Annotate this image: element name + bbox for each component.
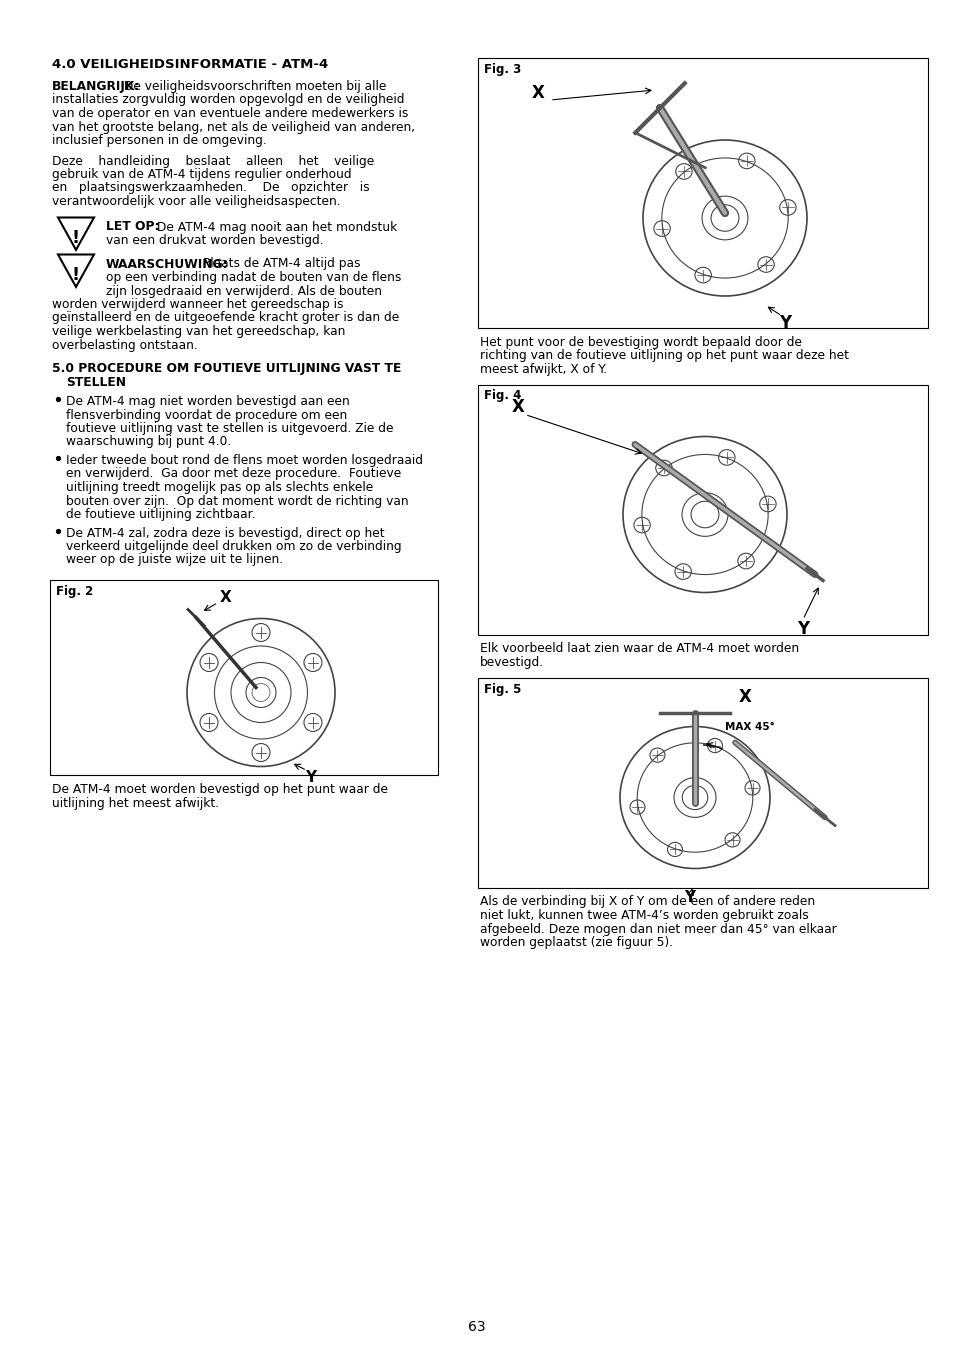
Text: Deze    handleiding    beslaat    alleen    het    veilige: Deze handleiding beslaat alleen het veil… xyxy=(52,154,374,167)
Text: Ieder tweede bout rond de flens moet worden losgedraaid: Ieder tweede bout rond de flens moet wor… xyxy=(66,454,422,467)
Text: uitlijning het meest afwijkt.: uitlijning het meest afwijkt. xyxy=(52,796,219,810)
Text: geïnstalleerd en de uitgeoefende kracht groter is dan de: geïnstalleerd en de uitgeoefende kracht … xyxy=(52,312,399,324)
Text: Y: Y xyxy=(683,890,695,905)
Text: Y: Y xyxy=(305,769,316,784)
Text: inclusief personen in de omgeving.: inclusief personen in de omgeving. xyxy=(52,134,267,147)
Text: weer op de juiste wijze uit te lijnen.: weer op de juiste wijze uit te lijnen. xyxy=(66,554,283,567)
Text: 63: 63 xyxy=(468,1320,485,1334)
Text: De ATM-4 zal, zodra deze is bevestigd, direct op het: De ATM-4 zal, zodra deze is bevestigd, d… xyxy=(66,526,384,540)
Text: worden verwijderd wanneer het gereedschap is: worden verwijderd wanneer het gereedscha… xyxy=(52,298,343,311)
Text: bouten over zijn.  Op dat moment wordt de richting van: bouten over zijn. Op dat moment wordt de… xyxy=(66,494,408,508)
Text: op een verbinding nadat de bouten van de flens: op een verbinding nadat de bouten van de… xyxy=(106,271,401,284)
Text: Elk voorbeeld laat zien waar de ATM-4 moet worden: Elk voorbeeld laat zien waar de ATM-4 mo… xyxy=(479,643,799,656)
Text: !: ! xyxy=(71,266,80,283)
Text: De veiligheidsvoorschriften moeten bij alle: De veiligheidsvoorschriften moeten bij a… xyxy=(120,80,386,93)
Bar xyxy=(477,58,927,328)
Text: overbelasting ontstaan.: overbelasting ontstaan. xyxy=(52,339,197,351)
Text: van de operator en van eventuele andere medewerkers is: van de operator en van eventuele andere … xyxy=(52,107,408,120)
Text: De ATM-4 moet worden bevestigd op het punt waar de: De ATM-4 moet worden bevestigd op het pu… xyxy=(52,783,388,796)
Text: Fig. 5: Fig. 5 xyxy=(483,683,521,695)
Text: niet lukt, kunnen twee ATM-4’s worden gebruikt zoals: niet lukt, kunnen twee ATM-4’s worden ge… xyxy=(479,909,808,922)
Text: Als de verbinding bij X of Y om de een of andere reden: Als de verbinding bij X of Y om de een o… xyxy=(479,895,814,909)
Text: bevestigd.: bevestigd. xyxy=(479,656,543,670)
Text: X: X xyxy=(220,590,232,605)
Text: afgebeeld. Deze mogen dan niet meer dan 45° van elkaar: afgebeeld. Deze mogen dan niet meer dan … xyxy=(479,922,836,936)
Text: van een drukvat worden bevestigd.: van een drukvat worden bevestigd. xyxy=(106,234,323,247)
Text: richting van de foutieve uitlijning op het punt waar deze het: richting van de foutieve uitlijning op h… xyxy=(479,350,848,363)
Text: Y: Y xyxy=(796,621,808,639)
Text: 5.0 PROCEDURE OM FOUTIEVE UITLIJNING VAST TE: 5.0 PROCEDURE OM FOUTIEVE UITLIJNING VAS… xyxy=(52,362,401,375)
Text: MAX 45°: MAX 45° xyxy=(724,722,774,733)
Text: veilige werkbelasting van het gereedschap, kan: veilige werkbelasting van het gereedscha… xyxy=(52,325,345,338)
Text: X: X xyxy=(531,84,544,103)
Text: de foutieve uitlijning zichtbaar.: de foutieve uitlijning zichtbaar. xyxy=(66,508,255,521)
Text: en verwijderd.  Ga door met deze procedure.  Foutieve: en verwijderd. Ga door met deze procedur… xyxy=(66,467,401,481)
Text: Het punt voor de bevestiging wordt bepaald door de: Het punt voor de bevestiging wordt bepaa… xyxy=(479,336,801,350)
Text: De ATM-4 mag nooit aan het mondstuk: De ATM-4 mag nooit aan het mondstuk xyxy=(152,220,396,234)
Text: Plaats de ATM-4 altijd pas: Plaats de ATM-4 altijd pas xyxy=(199,258,360,270)
Text: X: X xyxy=(511,397,524,416)
Text: X: X xyxy=(738,688,751,706)
Text: STELLEN: STELLEN xyxy=(66,375,126,389)
Text: zijn losgedraaid en verwijderd. Als de bouten: zijn losgedraaid en verwijderd. Als de b… xyxy=(106,285,381,297)
Text: Fig. 4: Fig. 4 xyxy=(483,390,521,402)
Bar xyxy=(477,678,927,887)
Text: van het grootste belang, net als de veiligheid van anderen,: van het grootste belang, net als de veil… xyxy=(52,120,415,134)
Text: waarschuwing bij punt 4.0.: waarschuwing bij punt 4.0. xyxy=(66,436,231,448)
Text: foutieve uitlijning vast te stellen is uitgevoerd. Zie de: foutieve uitlijning vast te stellen is u… xyxy=(66,423,393,435)
Text: 4.0 VEILIGHEIDSINFORMATIE - ATM-4: 4.0 VEILIGHEIDSINFORMATIE - ATM-4 xyxy=(52,58,328,72)
Text: gebruik van de ATM-4 tijdens regulier onderhoud: gebruik van de ATM-4 tijdens regulier on… xyxy=(52,167,352,181)
Text: !: ! xyxy=(71,228,80,247)
Text: uitlijning treedt mogelijk pas op als slechts enkele: uitlijning treedt mogelijk pas op als sl… xyxy=(66,481,373,494)
Text: verkeerd uitgelijnde deel drukken om zo de verbinding: verkeerd uitgelijnde deel drukken om zo … xyxy=(66,540,401,553)
Text: worden geplaatst (zie figuur 5).: worden geplaatst (zie figuur 5). xyxy=(479,936,673,949)
Text: Y: Y xyxy=(778,315,790,332)
Text: BELANGRIJK:: BELANGRIJK: xyxy=(52,80,140,93)
Text: meest afwijkt, X of Y.: meest afwijkt, X of Y. xyxy=(479,363,606,377)
Text: Fig. 2: Fig. 2 xyxy=(56,585,93,598)
Text: LET OP:: LET OP: xyxy=(106,220,159,234)
Text: De ATM-4 mag niet worden bevestigd aan een: De ATM-4 mag niet worden bevestigd aan e… xyxy=(66,396,350,408)
Text: en   plaatsingswerkzaamheden.    De   opzichter   is: en plaatsingswerkzaamheden. De opzichter… xyxy=(52,181,369,194)
Bar xyxy=(477,385,927,634)
Text: flensverbinding voordat de procedure om een: flensverbinding voordat de procedure om … xyxy=(66,409,347,421)
Bar xyxy=(50,580,437,775)
Text: verantwoordelijk voor alle veiligheidsaspecten.: verantwoordelijk voor alle veiligheidsas… xyxy=(52,194,340,208)
Text: installaties zorgvuldig worden opgevolgd en de veiligheid: installaties zorgvuldig worden opgevolgd… xyxy=(52,93,404,107)
Text: WAARSCHUWING:: WAARSCHUWING: xyxy=(106,258,229,270)
Text: Fig. 3: Fig. 3 xyxy=(483,63,520,76)
